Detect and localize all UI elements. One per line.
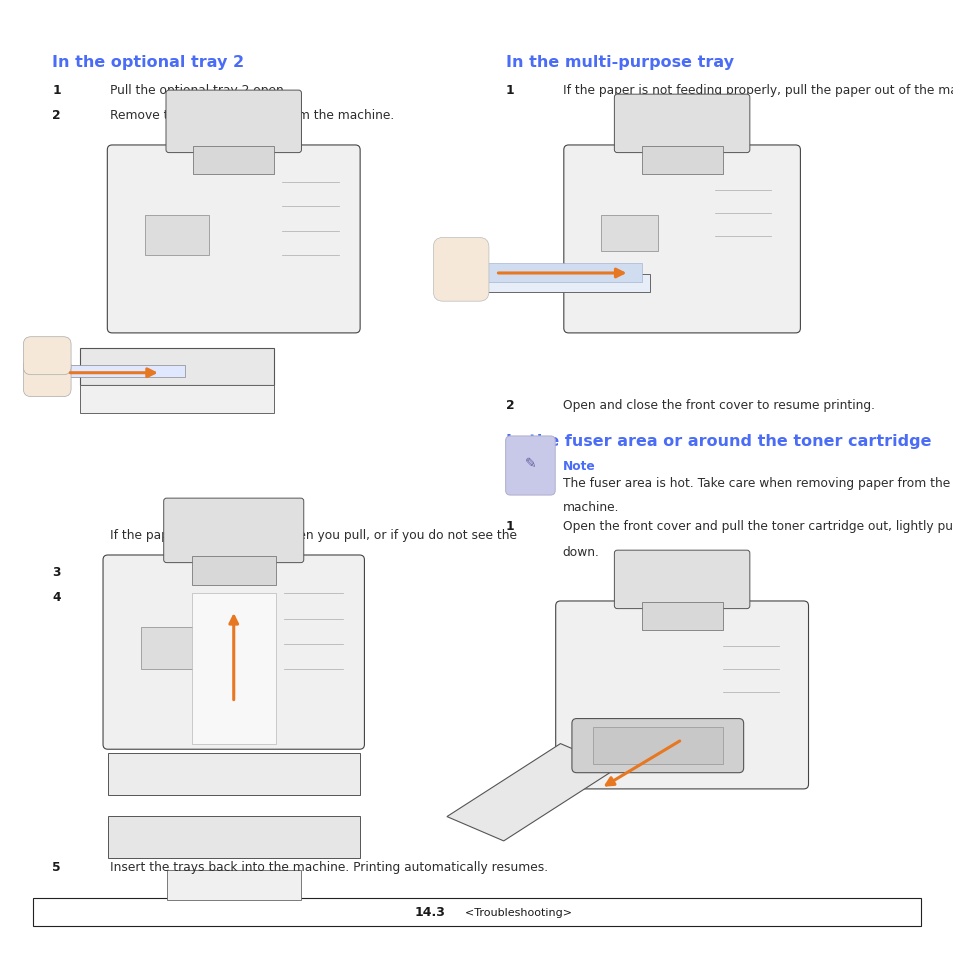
FancyBboxPatch shape: [23, 359, 71, 397]
Text: 4: 4: [52, 590, 61, 603]
Text: In the optional tray 2: In the optional tray 2: [52, 55, 244, 71]
FancyBboxPatch shape: [108, 753, 359, 795]
Text: 1: 1: [505, 84, 514, 97]
Text: The fuser area is hot. Take care when removing paper from the: The fuser area is hot. Take care when re…: [562, 476, 949, 490]
FancyBboxPatch shape: [107, 146, 359, 334]
FancyBboxPatch shape: [614, 551, 749, 609]
FancyBboxPatch shape: [571, 719, 743, 773]
Text: 3: 3: [52, 565, 61, 578]
Text: Open the front cover and pull the toner cartridge out, lightly pushing it: Open the front cover and pull the toner …: [562, 519, 953, 533]
FancyBboxPatch shape: [79, 386, 274, 414]
Polygon shape: [192, 594, 275, 744]
Text: paper in this area, stop and go to step 3.: paper in this area, stop and go to step …: [110, 555, 360, 568]
Polygon shape: [55, 365, 185, 377]
FancyBboxPatch shape: [79, 349, 274, 386]
FancyBboxPatch shape: [23, 337, 71, 375]
Text: Remove the jammed paper from the machine.: Remove the jammed paper from the machine…: [110, 109, 394, 122]
Text: <Troubleshooting>: <Troubleshooting>: [457, 907, 571, 917]
Text: Insert the trays back into the machine. Printing automatically resumes.: Insert the trays back into the machine. …: [110, 860, 547, 873]
Text: Pull the paper straight up and out.: Pull the paper straight up and out.: [110, 590, 320, 603]
Text: If the paper is not feeding properly, pull the paper out of the machine.: If the paper is not feeding properly, pu…: [562, 84, 953, 97]
FancyBboxPatch shape: [166, 91, 301, 153]
Text: ✎: ✎: [524, 457, 536, 471]
FancyBboxPatch shape: [640, 602, 721, 631]
Text: In the multi-purpose tray: In the multi-purpose tray: [505, 55, 733, 71]
Text: In the fuser area or around the toner cartridge: In the fuser area or around the toner ca…: [505, 434, 930, 449]
Polygon shape: [446, 743, 617, 841]
Text: 1: 1: [505, 519, 514, 533]
Text: Note: Note: [562, 459, 595, 473]
FancyBboxPatch shape: [141, 627, 209, 669]
FancyBboxPatch shape: [555, 601, 807, 789]
Text: 1: 1: [52, 84, 61, 97]
Text: 2: 2: [505, 398, 514, 412]
Text: 5: 5: [52, 860, 61, 873]
Text: machine.: machine.: [562, 500, 618, 514]
Text: down.: down.: [562, 545, 599, 558]
FancyBboxPatch shape: [600, 215, 657, 252]
FancyBboxPatch shape: [144, 215, 209, 255]
FancyBboxPatch shape: [563, 146, 800, 334]
Text: 14.3: 14.3: [415, 905, 445, 919]
FancyBboxPatch shape: [592, 728, 721, 764]
FancyBboxPatch shape: [614, 95, 749, 153]
FancyBboxPatch shape: [505, 436, 555, 496]
Text: 2: 2: [52, 109, 61, 122]
Text: Pull the tray 1 half.: Pull the tray 1 half.: [110, 565, 225, 578]
FancyBboxPatch shape: [193, 147, 274, 175]
FancyBboxPatch shape: [33, 898, 920, 926]
FancyBboxPatch shape: [433, 238, 488, 302]
FancyBboxPatch shape: [103, 556, 364, 749]
FancyBboxPatch shape: [108, 816, 359, 858]
FancyBboxPatch shape: [640, 147, 721, 175]
Polygon shape: [455, 264, 640, 283]
FancyBboxPatch shape: [192, 556, 275, 585]
FancyBboxPatch shape: [167, 870, 300, 900]
Text: If the paper does not move when you pull, or if you do not see the: If the paper does not move when you pull…: [110, 528, 517, 541]
FancyBboxPatch shape: [164, 498, 303, 563]
FancyBboxPatch shape: [478, 274, 649, 293]
Text: Open and close the front cover to resume printing.: Open and close the front cover to resume…: [562, 398, 874, 412]
Text: Pull the optional tray 2 open.: Pull the optional tray 2 open.: [110, 84, 287, 97]
